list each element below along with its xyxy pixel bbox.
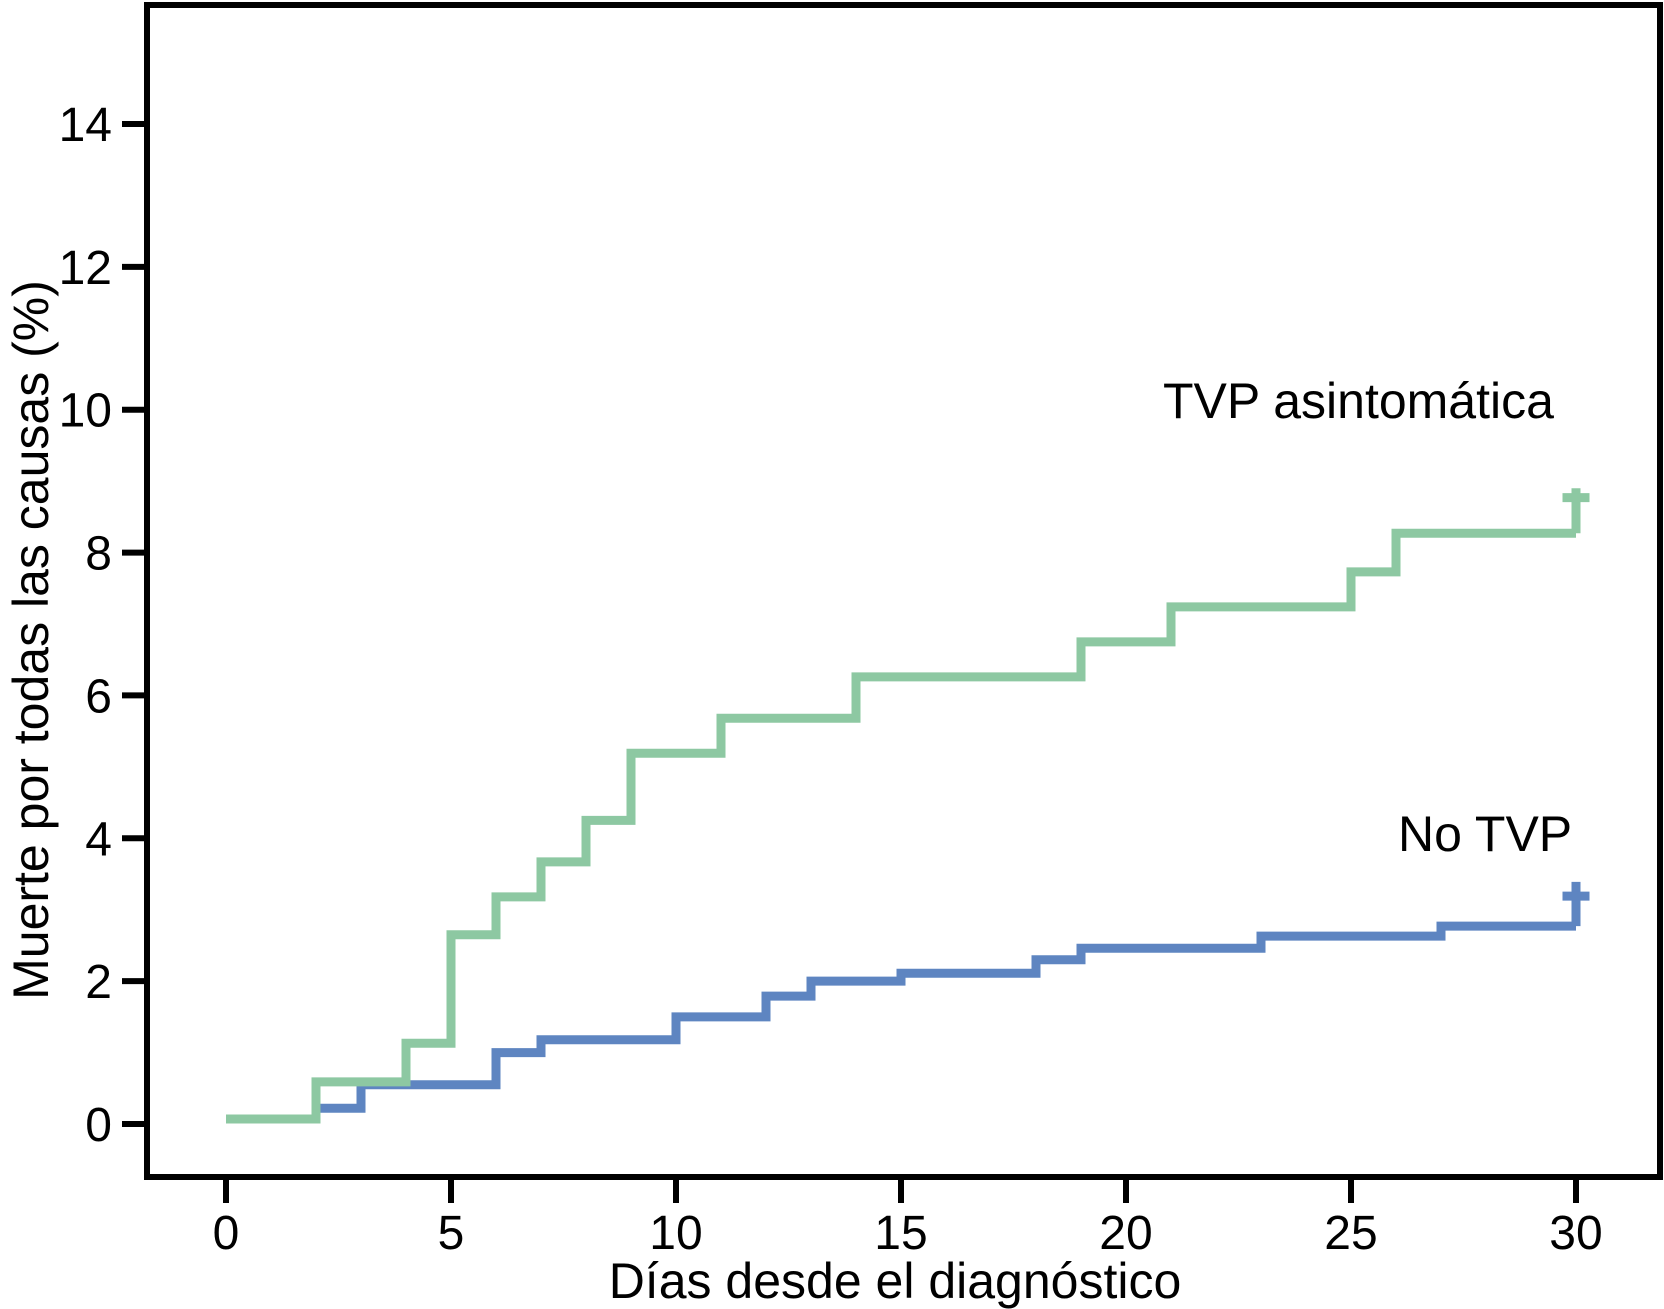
series-curve-tvp-asintomática [226,528,1576,1124]
y-tick-label: 6 [85,670,112,723]
y-tick-label: 14 [59,99,112,152]
x-tick-label: 0 [213,1207,240,1260]
series-curve-no-tvp [226,921,1576,1124]
y-tick-label: 4 [85,813,112,866]
y-axis-title: Muerte por todas las causas (%) [3,280,59,1000]
plot-area: 0 2 4 6 8 10 12 14 0 5 10 15 20 25 30 [59,2,1663,1260]
x-axis-title: Días desde el diagnóstico [609,1253,1182,1309]
y-tick-label: 0 [85,1099,112,1152]
y-tick-label: 12 [59,242,112,295]
y-tick-label: 8 [85,528,112,581]
x-tick-label: 15 [874,1207,927,1260]
series-label-no-tvp: No TVP [1398,806,1572,862]
plot-border [144,2,1663,1180]
y-tick-label: 2 [85,956,112,1009]
x-tick-label: 10 [649,1207,702,1260]
x-tick-label: 20 [1099,1207,1152,1260]
series-label-tvp-asintomatica: TVP asintomática [1163,373,1554,429]
x-tick-label: 30 [1549,1207,1602,1260]
y-tick-label: 10 [59,385,112,438]
x-tick-label: 25 [1324,1207,1377,1260]
x-tick-label: 5 [438,1207,465,1260]
